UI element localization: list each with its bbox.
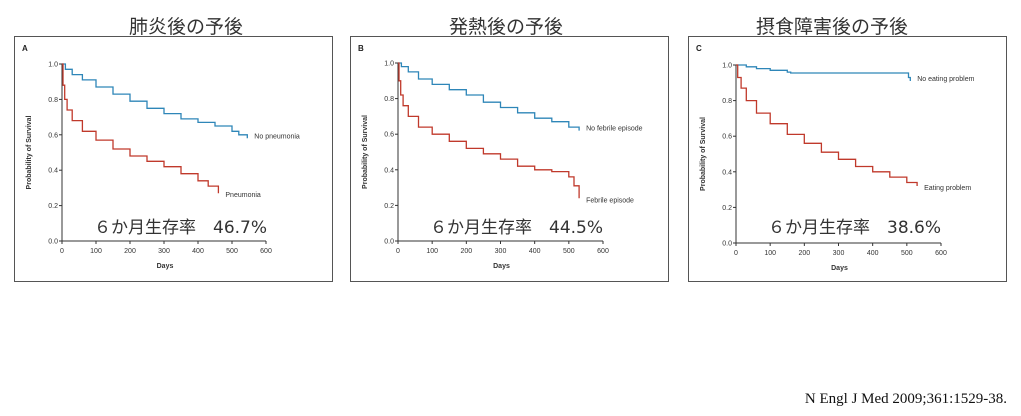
panel-c-x-tick-label: 600 (935, 250, 947, 257)
panel-c-x-tick-label: 300 (833, 250, 845, 257)
panel-a-y-tick-label: 0.2 (48, 203, 58, 210)
panel-c-x-tick-label: 0 (734, 250, 738, 257)
panel-c-y-tick-label: 0.2 (722, 205, 732, 212)
panel-a-annotation: ６か月生存率 46.7% (94, 218, 267, 238)
panel-b-series-no-febrile-episode (398, 62, 580, 131)
panel-c-x-tick-label: 500 (901, 250, 913, 257)
panel-b-x-tick-label: 200 (460, 248, 472, 255)
panel-b-x-tick-label: 500 (563, 248, 575, 255)
panel-c-label: C (696, 44, 702, 53)
panel-c-x-tick-label: 200 (798, 250, 810, 257)
panel-b-x-tick-label: 300 (495, 248, 507, 255)
panel-a-y-tick-label: 0.8 (48, 97, 58, 104)
panel-a-y-tick-label: 1.0 (48, 62, 58, 69)
panel-a-y-tick-label: 0.6 (48, 132, 58, 139)
panel-b-y-tick-label: 0.6 (384, 132, 394, 139)
panel-a-series-no-pneumonia (62, 63, 248, 139)
panel-a-x-tick-label: 600 (260, 248, 272, 255)
panel-a-x-tick-label: 100 (90, 248, 102, 255)
panel-b-x-tick-label: 400 (529, 248, 541, 255)
panel-c-y-tick-label: 0.8 (722, 98, 732, 105)
panel-a-x-tick-label: 200 (124, 248, 136, 255)
panel-a-x-tick-label: 400 (192, 248, 204, 255)
panel-a-y-tick-label: 0.0 (48, 239, 58, 246)
panel-b-y-tick-label: 1.0 (384, 61, 394, 68)
panel-b-y-axis-label: Probability of Survival (362, 115, 369, 189)
panel-c-annotation: ６か月生存率 38.6% (768, 218, 941, 238)
panel-a-series-label-pneumonia: Pneumonia (225, 192, 261, 199)
panel-b-x-axis-label: Days (493, 263, 510, 270)
panel-a-y-axis-label: Probability of Survival (26, 115, 33, 189)
panel-a-label: A (22, 44, 28, 53)
panel-b-y-tick-label: 0.2 (384, 203, 394, 210)
panel-b-heading: 発熱後の予後 (448, 16, 563, 38)
panel-c-y-tick-label: 0.0 (722, 241, 732, 248)
panel-c-series-label-eating-problem: Eating problem (924, 185, 971, 192)
panel-a-y-tick-label: 0.4 (48, 168, 58, 175)
panel-a-heading: 肺炎後の予後 (128, 16, 243, 38)
panel-c-y-tick-label: 0.4 (722, 169, 732, 176)
panel-b-x-tick-label: 100 (426, 248, 438, 255)
panel-b-series-febrile-episode (398, 62, 580, 199)
citation: N Engl J Med 2009;361:1529-38. (804, 391, 1007, 407)
panel-a-x-axis-label: Days (157, 263, 174, 270)
panel-a-series-label-no-pneumonia: No pneumonia (254, 133, 300, 140)
panel-c-y-tick-label: 0.6 (722, 134, 732, 141)
panel-b-x-tick-label: 0 (396, 248, 400, 255)
panel-c-series-no-eating-problem (736, 64, 911, 81)
panel-b-annotation: ６か月生存率 44.5% (430, 218, 603, 238)
panel-c-y-axis-label: Probability of Survival (700, 117, 707, 191)
panel-b-y-tick-label: 0.8 (384, 96, 394, 103)
panel-c-y-tick-label: 1.0 (722, 63, 732, 70)
panel-c-series-label-no-eating-problem: No eating problem (917, 76, 974, 83)
panel-b-series-label-febrile-episode: Febrile episode (586, 197, 634, 204)
panel-b-label: B (358, 44, 364, 53)
panel-b-y-tick-label: 0.0 (384, 239, 394, 246)
panel-c-x-tick-label: 400 (867, 250, 879, 257)
panel-b-y-tick-label: 0.4 (384, 167, 394, 174)
panel-c-series-eating-problem (736, 64, 918, 186)
panel-c-heading: 摂食障害後の予後 (755, 16, 908, 38)
panel-a-x-tick-label: 500 (226, 248, 238, 255)
panel-a-x-tick-label: 0 (60, 248, 64, 255)
panel-b-x-tick-label: 600 (597, 248, 609, 255)
panel-a-x-tick-label: 300 (158, 248, 170, 255)
panel-c-x-tick-label: 100 (764, 250, 776, 257)
panel-c-x-axis-label: Days (831, 265, 848, 272)
panel-b-series-label-no-febrile-episode: No febrile episode (586, 126, 643, 133)
panel-a-series-pneumonia (62, 63, 220, 194)
